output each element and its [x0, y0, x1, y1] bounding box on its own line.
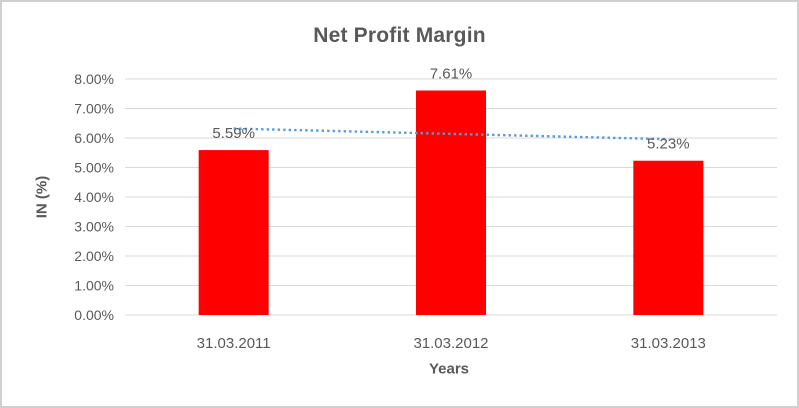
y-tick-label: 8.00% [74, 71, 114, 87]
bar [198, 150, 269, 315]
trendline [233, 127, 669, 141]
category-label: 31.03.2013 [631, 335, 706, 352]
y-tick-label: 0.00% [74, 307, 114, 323]
data-label: 7.61% [430, 66, 473, 83]
y-tick-label: 4.00% [74, 189, 114, 205]
chart-title: Net Profit Margin [313, 24, 486, 47]
data-label: 5.59% [212, 125, 255, 142]
category-label: 31.03.2012 [413, 335, 488, 352]
y-tick-label: 7.00% [74, 101, 114, 117]
y-tick-label: 6.00% [74, 130, 114, 146]
y-tick-label: 1.00% [74, 278, 114, 294]
category-label: 31.03.2011 [197, 335, 271, 352]
data-label: 5.23% [647, 136, 690, 153]
bar [633, 160, 704, 315]
x-axis-title: Years [428, 360, 470, 378]
y-tick-label: 3.00% [74, 219, 114, 235]
bar [416, 90, 486, 315]
y-tick-label: 2.00% [74, 248, 114, 264]
y-tick-label: 5.00% [74, 160, 114, 176]
